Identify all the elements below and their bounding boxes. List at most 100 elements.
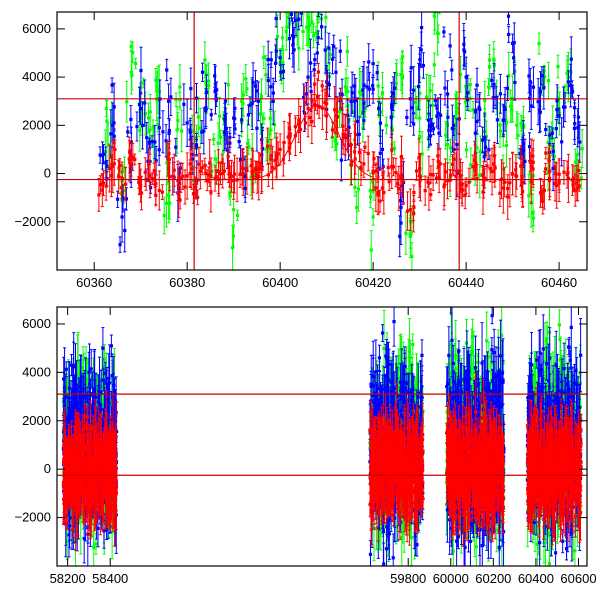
- data-point: [412, 112, 416, 136]
- data-point: [371, 49, 375, 79]
- data-point: [516, 112, 520, 158]
- data-point: [137, 86, 142, 123]
- data-point: [285, 13, 289, 41]
- data-point: [531, 150, 535, 188]
- data-point: [474, 152, 478, 176]
- data-point: [386, 158, 390, 177]
- data-point: [323, 88, 327, 117]
- x-tick-label: 60420: [355, 275, 391, 290]
- data-point: [287, 17, 292, 60]
- data-point: [324, 12, 328, 33]
- data-point: [464, 142, 469, 158]
- data-point: [550, 127, 554, 140]
- data-point: [235, 209, 240, 221]
- data-point: [378, 189, 382, 213]
- data-point: [566, 70, 571, 94]
- data-point: [356, 166, 360, 212]
- data-point: [505, 75, 510, 102]
- data-point: [155, 70, 159, 102]
- data-point: [250, 77, 254, 131]
- data-point: [108, 144, 112, 193]
- data-point: [344, 68, 348, 108]
- data-point: [519, 115, 523, 132]
- data-point: [319, 14, 324, 40]
- data-point: [443, 158, 448, 186]
- data-point: [148, 93, 152, 130]
- data-point: [448, 33, 452, 59]
- data-point: [367, 72, 371, 107]
- data-point: [150, 135, 154, 148]
- data-point: [454, 152, 458, 200]
- data-point: [330, 44, 335, 75]
- data-point: [299, 12, 303, 27]
- y-tick-label: 6000: [22, 21, 51, 36]
- data-point: [452, 142, 456, 177]
- data-point: [418, 174, 422, 187]
- data-point: [488, 154, 492, 183]
- data-point: [146, 102, 151, 134]
- data-point: [301, 13, 305, 50]
- data-point: [206, 62, 211, 109]
- data-point: [369, 230, 373, 270]
- data-point: [508, 158, 512, 208]
- data-point: [308, 109, 312, 127]
- data-point: [237, 134, 241, 149]
- data-point: [365, 66, 369, 108]
- data-point: [313, 73, 317, 96]
- data-point: [523, 138, 527, 185]
- data-point: [556, 54, 560, 79]
- data-point: [469, 147, 473, 183]
- data-point: [377, 344, 382, 371]
- data-point: [492, 141, 497, 170]
- data-point: [490, 147, 494, 196]
- data-point: [355, 191, 359, 224]
- data-point: [399, 135, 404, 178]
- data-point: [249, 159, 253, 173]
- data-point: [228, 132, 232, 154]
- data-point: [420, 12, 424, 47]
- data-point: [414, 85, 418, 119]
- data-point: [203, 157, 207, 174]
- data-point: [434, 172, 439, 184]
- data-point: [281, 64, 285, 80]
- data-point: [269, 51, 273, 68]
- data-point: [421, 52, 426, 79]
- data-point: [471, 101, 475, 119]
- data-point: [156, 65, 160, 115]
- data-point: [167, 140, 171, 178]
- data-point: [353, 177, 357, 197]
- data-point: [148, 164, 152, 187]
- data-point: [539, 185, 544, 203]
- data-point: [97, 178, 101, 212]
- data-point: [298, 105, 303, 154]
- data-point: [412, 195, 416, 233]
- data-point: [570, 80, 574, 98]
- data-point: [224, 112, 228, 145]
- data-point: [134, 57, 138, 70]
- data-point: [478, 135, 483, 168]
- data-point: [569, 63, 573, 108]
- data-point: [117, 161, 121, 175]
- data-point: [352, 74, 356, 98]
- data-point: [311, 23, 316, 49]
- data-point: [284, 12, 288, 51]
- data-point: [246, 104, 251, 126]
- data-point: [442, 26, 446, 38]
- data-point: [553, 165, 557, 202]
- data-point: [566, 167, 570, 179]
- data-point: [167, 119, 171, 142]
- data-point: [218, 129, 223, 145]
- data-point: [338, 39, 342, 63]
- data-point: [431, 158, 435, 191]
- data-point: [405, 109, 409, 126]
- data-point: [183, 169, 187, 205]
- x-tick-label: 60460: [541, 275, 577, 290]
- data-point: [575, 164, 579, 202]
- data-point: [185, 152, 189, 200]
- data-point: [233, 111, 237, 127]
- data-point: [154, 185, 158, 205]
- data-point: [316, 62, 320, 82]
- data-point: [355, 97, 360, 146]
- data-point: [546, 61, 551, 100]
